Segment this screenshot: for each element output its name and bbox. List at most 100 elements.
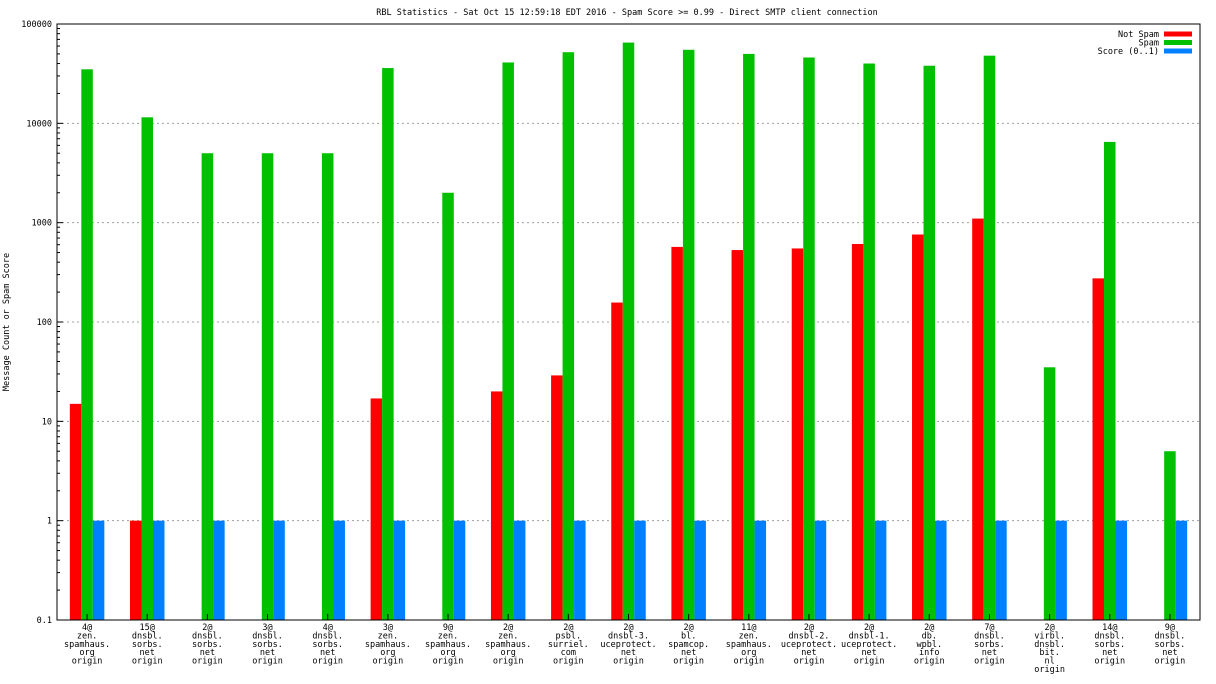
bar-not-spam bbox=[972, 218, 984, 620]
x-tick-label-line: bit. bbox=[1039, 648, 1059, 658]
bar-spam bbox=[442, 192, 454, 621]
x-tick-label-line: 9@ bbox=[1165, 623, 1175, 633]
y-axis-label: Message Count or Spam Score bbox=[2, 253, 12, 391]
x-tick-label-line: sorbs. bbox=[974, 640, 1005, 650]
y-tick-label: 100000 bbox=[21, 20, 52, 30]
bar-score-0-1 bbox=[213, 520, 225, 620]
x-tick-label-line: origin bbox=[373, 657, 404, 667]
x-tick-label-line: dnsbl. bbox=[132, 631, 163, 641]
x-tick-label-line: 2@ bbox=[563, 623, 573, 633]
x-tick-label-line: dnsbl. bbox=[192, 631, 223, 641]
x-tick-label-line: com bbox=[561, 648, 576, 658]
x-tick-label-line: 2@ bbox=[623, 623, 633, 633]
x-tick-label: 3@ zen. spamhaus. org origin bbox=[365, 623, 411, 667]
x-tick-label-line: origin bbox=[192, 657, 223, 667]
x-axis-labels: 4@ zen. spamhaus. org origin 15@ dnsbl. sorbs. n… bbox=[64, 614, 1185, 675]
bar-marks bbox=[69, 42, 1188, 621]
x-tick-label-line: virbl. bbox=[1034, 631, 1065, 641]
bar-score-0-1 bbox=[874, 520, 887, 620]
x-tick-label-line: 3@ bbox=[262, 623, 272, 633]
x-tick-label: 2@ virbl. dnsbl. bit. nl origin bbox=[1034, 623, 1065, 675]
x-tick-label-line: net bbox=[681, 648, 696, 658]
bar-spam bbox=[923, 65, 936, 620]
legend-label: Spam bbox=[1139, 39, 1159, 49]
x-tick-label: 3@ dnsbl. sorbs. net origin bbox=[252, 623, 283, 667]
x-tick-label-line: org bbox=[440, 648, 455, 658]
x-tick-label: 7@ dnsbl. sorbs. net origin bbox=[974, 623, 1005, 667]
x-tick-label-line: 2@ bbox=[202, 623, 212, 633]
x-tick-label-line: info bbox=[919, 648, 939, 658]
bar-not-spam bbox=[370, 398, 383, 620]
bar-not-spam bbox=[69, 403, 82, 620]
x-tick-label-line: net bbox=[621, 648, 636, 658]
bar-score-0-1 bbox=[393, 520, 406, 620]
x-tick-label-line: spamcop. bbox=[668, 640, 709, 650]
bar-spam bbox=[141, 117, 153, 620]
x-tick-label: 2@ zen. spamhaus. org origin bbox=[485, 623, 531, 667]
x-tick-label-line: sorbs. bbox=[132, 640, 163, 650]
x-tick-label-line: 14@ bbox=[1102, 623, 1117, 633]
bar-score-0-1 bbox=[273, 520, 285, 620]
y-tick-label: 10 bbox=[42, 417, 52, 427]
bar-spam bbox=[321, 153, 334, 620]
x-tick-label-line: net bbox=[801, 648, 816, 658]
x-tick-label: 2@ dnsbl-1. uceprotect. net origin bbox=[841, 623, 897, 667]
x-tick-label-line: 9@ bbox=[443, 623, 453, 633]
x-tick-label-line: origin bbox=[974, 657, 1005, 667]
bar-spam bbox=[1043, 367, 1056, 620]
bar-spam bbox=[682, 49, 695, 620]
bar-not-spam bbox=[791, 248, 804, 620]
x-tick-label-line: dnsbl-2. bbox=[788, 631, 829, 641]
bar-spam bbox=[261, 153, 274, 620]
bar-spam bbox=[382, 68, 394, 620]
x-tick-label-line: surriel. bbox=[548, 640, 589, 650]
bar-spam bbox=[502, 62, 514, 620]
bar-score-0-1 bbox=[1175, 520, 1188, 620]
bar-score-0-1 bbox=[754, 520, 767, 620]
x-tick-label-line: zen. bbox=[438, 631, 458, 641]
bar-spam bbox=[562, 52, 575, 621]
bar-not-spam bbox=[1092, 278, 1105, 620]
legend-swatch bbox=[1164, 31, 1192, 37]
legend-swatch bbox=[1164, 40, 1192, 45]
x-tick-label-line: origin bbox=[733, 657, 764, 667]
x-tick-label-line: bl. bbox=[681, 631, 696, 641]
x-tick-label-line: spamhaus. bbox=[485, 640, 531, 650]
bar-spam bbox=[803, 57, 815, 620]
x-tick-label-line: org bbox=[741, 648, 756, 658]
x-tick-label-line: 2@ bbox=[503, 623, 513, 633]
x-tick-label-line: zen. bbox=[739, 631, 759, 641]
bar-score-0-1 bbox=[995, 520, 1007, 620]
x-tick-label-line: 3@ bbox=[383, 623, 393, 633]
x-tick-label-line: origin bbox=[312, 657, 343, 667]
x-tick-label-line: zen. bbox=[77, 631, 97, 641]
x-tick-label-line: sorbs. bbox=[1155, 640, 1186, 650]
x-tick-label-line: net bbox=[982, 648, 997, 658]
x-tick-label-line: dnsbl-1. bbox=[849, 631, 890, 641]
x-tick-label: 15@ dnsbl. sorbs. net origin bbox=[132, 623, 163, 667]
x-tick-label-line: dnsbl-3. bbox=[608, 631, 649, 641]
bar-spam bbox=[863, 63, 875, 621]
x-tick-label-line: 2@ bbox=[804, 623, 814, 633]
bar-score-0-1 bbox=[1115, 520, 1128, 620]
x-tick-label-line: wpbl. bbox=[916, 640, 942, 650]
y-tick-label: 1000 bbox=[32, 219, 52, 229]
x-tick-label: 14@ dnsbl. sorbs. net origin bbox=[1094, 623, 1125, 667]
x-tick-label-line: net bbox=[200, 648, 215, 658]
x-tick-label: 4@ zen. spamhaus. org origin bbox=[64, 623, 110, 667]
bar-not-spam bbox=[551, 375, 563, 620]
x-tick-label-line: origin bbox=[132, 657, 163, 667]
x-tick-label-line: origin bbox=[1034, 665, 1065, 675]
bar-not-spam bbox=[671, 246, 683, 620]
x-tick-label-line: origin bbox=[854, 657, 885, 667]
x-tick-label-line: org bbox=[79, 648, 94, 658]
x-tick-label: 9@ zen. spamhaus. org origin bbox=[425, 623, 471, 667]
bar-spam bbox=[81, 69, 93, 620]
bar-spam bbox=[201, 153, 214, 620]
x-tick-label-line: 2@ bbox=[684, 623, 694, 633]
x-tick-label-line: origin bbox=[613, 657, 644, 667]
bar-spam bbox=[1164, 451, 1176, 620]
x-tick-label-line: 2@ bbox=[924, 623, 934, 633]
